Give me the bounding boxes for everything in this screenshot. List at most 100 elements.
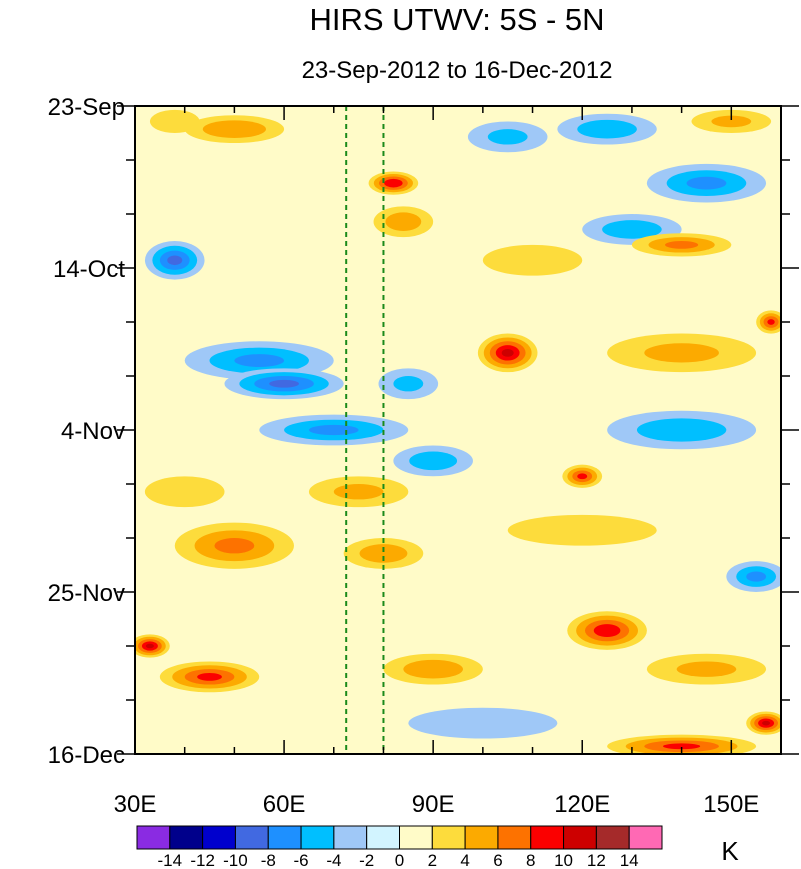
colorbar-label: 12: [587, 851, 606, 869]
x-tick-label: 60E: [263, 791, 306, 818]
x-tick-label: 150E: [703, 791, 759, 818]
colorbar-label: -4: [326, 851, 341, 869]
colorbar-swatch: [628, 825, 663, 850]
contour-band: [665, 240, 699, 249]
contour-band: [487, 129, 528, 145]
colorbar-label: 8: [526, 851, 535, 869]
colorbar-swatch: [202, 825, 236, 850]
colorbar-label: -10: [223, 851, 248, 869]
contour-band: [501, 348, 514, 357]
colorbar-swatch: [333, 825, 368, 850]
anomaly-feature: [259, 414, 409, 446]
anomaly-feature: [408, 707, 558, 739]
contour-band: [507, 514, 657, 546]
contour-band: [644, 343, 719, 363]
anomaly-feature: [477, 333, 538, 373]
colorbar-swatch: [399, 825, 433, 850]
contour-band: [384, 178, 403, 188]
colorbar-label: -12: [190, 851, 215, 869]
anomaly-feature: [368, 171, 419, 195]
contour-band: [676, 661, 737, 677]
contour-band: [482, 244, 583, 276]
anomaly-feature: [482, 244, 583, 276]
contour-band: [602, 220, 662, 239]
colorbar-swatch: [300, 825, 335, 850]
anomaly-feature: [691, 109, 772, 134]
contour-band: [403, 659, 463, 679]
x-tick-label: 30E: [114, 791, 157, 818]
contour-band: [144, 476, 225, 508]
colorbar-label: 4: [460, 851, 469, 869]
y-tick-label: 25-Nov: [48, 580, 125, 607]
anomaly-feature: [646, 653, 767, 685]
anomaly-feature: [224, 368, 344, 400]
colorbar-swatch: [366, 825, 401, 850]
contour-band: [767, 319, 775, 325]
anomaly-feature: [343, 538, 424, 569]
contour-band: [663, 743, 701, 750]
colorbar-swatch: [136, 825, 171, 850]
colorbar-swatch: [464, 825, 499, 850]
chart-subtitle: 23-Sep-2012 to 16-Dec-2012: [302, 57, 613, 84]
anomaly-feature: [373, 206, 434, 238]
anomaly-feature: [308, 476, 409, 508]
anomaly-feature: [557, 113, 657, 145]
anomaly-feature: [507, 514, 657, 546]
reference-lines: [345, 106, 385, 754]
colorbar-swatch: [234, 825, 269, 850]
anomaly-feature: [174, 522, 294, 569]
colorbar-label: -14: [158, 851, 183, 869]
colorbar-label: -8: [261, 851, 276, 869]
anomaly-feature: [378, 368, 439, 400]
colorbar-label: 10: [554, 851, 573, 869]
chart-title: HIRS UTWV: 5S - 5N: [309, 2, 604, 37]
contour-band: [577, 119, 637, 139]
colorbar-label: -2: [359, 851, 374, 869]
colorbar: -14 -12 -10 -8 -6 -4 -2 0 2 4 6 8 10 12 14: [136, 825, 663, 869]
anomaly-feature: [383, 653, 483, 685]
anomaly-feature: [184, 115, 285, 144]
anomaly-field: [135, 106, 781, 754]
contour-band: [197, 672, 222, 681]
anomaly-feature: [607, 734, 757, 754]
contour-band: [593, 624, 621, 637]
contour-band: [333, 484, 384, 500]
y-tick-label: 4-Nov: [61, 418, 125, 445]
anomaly-feature: [393, 445, 473, 477]
colorbar-swatch: [595, 825, 630, 850]
anomaly-feature: [567, 611, 647, 650]
anomaly-feature: [562, 464, 603, 488]
contour-band: [762, 720, 771, 726]
contour-band: [636, 418, 727, 442]
colorbar-swatch: [267, 825, 302, 850]
anomaly-feature: [135, 634, 170, 658]
contour-band: [269, 379, 299, 388]
contour-band: [711, 115, 752, 128]
colorbar-swatch: [563, 825, 597, 850]
contour-band: [746, 571, 767, 582]
x-tick-label: 120E: [554, 791, 610, 818]
colorbar-label: 2: [428, 851, 437, 869]
anomaly-feature: [159, 661, 260, 693]
anomaly-feature: [631, 233, 732, 257]
contour-band: [234, 354, 285, 367]
anomaly-feature: [144, 476, 225, 508]
anomaly-feature: [467, 121, 548, 153]
contour-band: [408, 707, 558, 739]
colorbar-swatch: [431, 825, 466, 850]
colorbar-swatch: [169, 825, 204, 850]
anomaly-feature: [607, 410, 757, 450]
x-tick-label: 90E: [412, 791, 455, 818]
contour-band: [359, 544, 408, 563]
y-tick-label: 23-Sep: [48, 94, 125, 121]
anomaly-feature: [746, 711, 781, 735]
colorbar-swatch: [530, 825, 565, 850]
contour-band: [385, 212, 422, 232]
anomaly-feature: [726, 561, 781, 592]
anomaly-feature: [756, 310, 781, 334]
contour-band: [308, 424, 359, 436]
contour-band: [409, 451, 458, 471]
anomaly-feature: [607, 333, 757, 373]
colorbar-label: 0: [395, 851, 404, 869]
